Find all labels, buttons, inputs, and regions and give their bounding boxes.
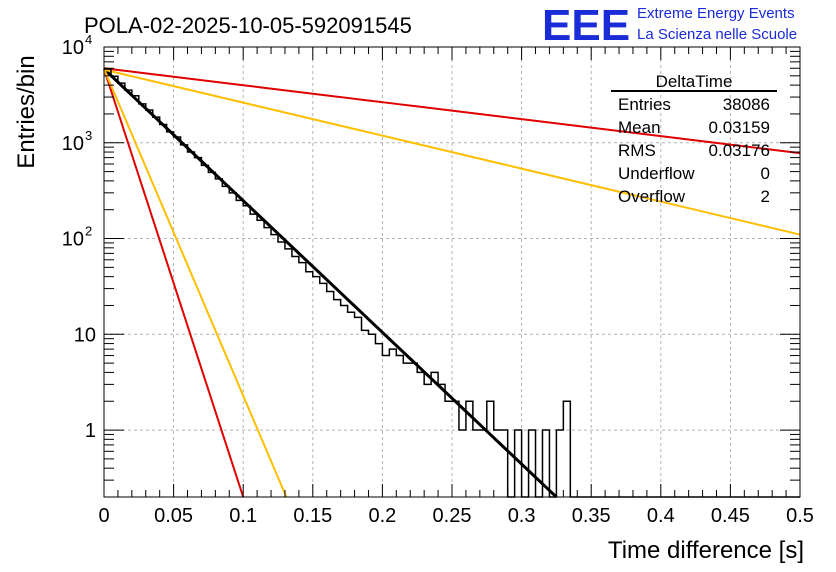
curve-red-steep (103, 68, 245, 498)
y-tick-label: 10 (62, 133, 84, 155)
x-tick-label: 0.3 (508, 505, 536, 527)
stats-title: DeltaTime (656, 72, 733, 91)
x-tick-labels: 0 0.05 0.1 0.15 0.2 0.25 0.3 0.35 0.4 0.45 0.5 (98, 505, 813, 527)
stats-box: DeltaTime Entries 38086 Mean 0.03159 RMS 0.03… (611, 72, 777, 206)
x-tick-label: 0.4 (647, 505, 675, 527)
stats-value: 2 (761, 187, 770, 206)
stats-value: 38086 (723, 95, 770, 114)
chart-title: POLA-02-2025-10-05-592091545 (84, 13, 412, 38)
x-tick-label: 0.35 (572, 505, 611, 527)
y-tick-exponent: 2 (85, 224, 92, 239)
stats-value: 0 (761, 164, 770, 183)
x-tick-label: 0.45 (711, 505, 750, 527)
y-tick-label: 10 (74, 324, 96, 346)
curve-yellow-steep (103, 68, 288, 498)
eee-logo-mark: EEE (542, 1, 630, 50)
y-axis-label: Entries/bin (13, 55, 40, 168)
y-tick-label: 10 (62, 37, 84, 59)
stats-label: Mean (618, 118, 661, 137)
logo-line-1: Extreme Energy Events (637, 5, 795, 22)
x-tick-label: 0 (98, 505, 109, 527)
stats-value: 0.03159 (709, 118, 770, 137)
y-tick-exponent: 3 (85, 128, 92, 143)
stats-label: Entries (618, 95, 671, 114)
curve-fit (102, 67, 558, 499)
stats-label: RMS (618, 141, 656, 160)
eee-logo: EEE Extreme Energy Events La Scienza nel… (542, 1, 797, 50)
x-tick-label: 0.15 (293, 505, 332, 527)
fit-curves (102, 67, 801, 499)
stats-value: 0.03176 (709, 141, 770, 160)
x-tick-label: 0.05 (154, 505, 193, 527)
stats-label: Overflow (618, 187, 686, 206)
curve-yellow-flat (103, 68, 801, 236)
y-tick-exponent: 4 (85, 32, 92, 47)
y-tick-label: 10 (62, 229, 84, 251)
curve-red-flat (103, 67, 801, 155)
stats-label: Underflow (618, 164, 695, 183)
stats-rows: Entries 38086 Mean 0.03159 RMS 0.03176 Underfl… (618, 95, 770, 206)
x-tick-label: 0.2 (368, 505, 396, 527)
x-tick-label: 0.5 (786, 505, 814, 527)
x-axis-label: Time difference [s] (608, 537, 804, 564)
x-tick-label: 0.1 (229, 505, 257, 527)
y-tick-label: 1 (85, 420, 96, 442)
logo-line-2: La Scienza nelle Scuole (637, 26, 797, 43)
axis-ticks (103, 46, 801, 497)
x-tick-label: 0.25 (433, 505, 472, 527)
